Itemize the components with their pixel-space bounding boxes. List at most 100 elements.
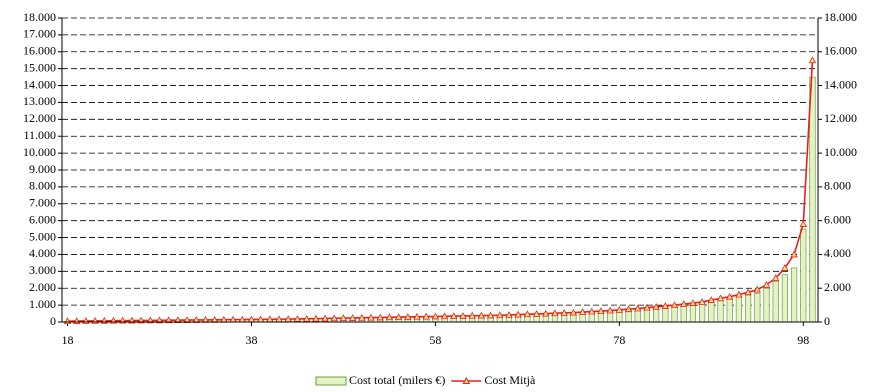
bar [772, 281, 779, 323]
bar [717, 299, 724, 323]
bar [689, 303, 697, 323]
marker [321, 314, 329, 322]
y2-tick-label: 10.000 [824, 145, 857, 159]
y2-tick-label: 18.000 [824, 10, 857, 24]
marker [330, 314, 338, 322]
marker [726, 292, 734, 300]
y2-tick-label: 14.000 [824, 77, 857, 91]
marker [753, 285, 761, 293]
x-tick-label: 78 [613, 333, 625, 347]
marker [606, 306, 614, 314]
marker [624, 305, 633, 313]
marker [183, 316, 191, 323]
y2-tick-label: 12.000 [824, 111, 857, 125]
marker [808, 56, 817, 64]
x-tick-label: 98 [797, 333, 809, 347]
y2-tick-label: 6.000 [824, 212, 851, 226]
marker [376, 313, 384, 321]
marker [716, 294, 725, 302]
y2-tick-label: 2.000 [824, 280, 851, 294]
marker [155, 316, 164, 324]
marker [339, 314, 348, 322]
y-tick-label: 9.000 [29, 162, 56, 176]
y-tick-label: 3.000 [29, 263, 56, 277]
marker [588, 307, 596, 315]
y-tick-label: 12.000 [23, 111, 56, 125]
y-tick-label: 15.000 [23, 60, 56, 74]
marker [634, 304, 642, 312]
marker [477, 311, 486, 319]
marker [422, 312, 430, 320]
y-tick-label: 0 [50, 314, 56, 328]
marker [578, 308, 587, 315]
marker [367, 313, 375, 321]
y-tick-label: 18.000 [23, 10, 56, 24]
marker [569, 308, 578, 316]
marker [597, 307, 605, 314]
marker [293, 315, 302, 322]
marker [772, 274, 780, 281]
y2-tick-label: 0 [824, 314, 830, 328]
marker [302, 314, 311, 322]
y-tick-label: 5.000 [29, 229, 56, 243]
legend-label: Cost Mitjà [484, 373, 536, 387]
marker [523, 310, 532, 318]
marker [394, 313, 403, 321]
marker [799, 220, 807, 227]
bar [800, 228, 807, 323]
y-tick-label: 10.000 [23, 145, 56, 159]
marker [551, 309, 559, 317]
x-tick-label: 18 [62, 333, 74, 347]
marker [505, 311, 513, 318]
marker [496, 311, 504, 319]
marker [358, 313, 366, 321]
y-tick-label: 7.000 [29, 196, 56, 210]
marker [542, 309, 550, 317]
marker [762, 281, 771, 288]
bar [744, 294, 752, 323]
x-tick-label: 38 [245, 333, 257, 347]
marker [689, 299, 697, 306]
y-tick-label: 4.000 [29, 246, 56, 260]
y-tick-label: 8.000 [29, 179, 56, 193]
legend-label: Cost total (milers €) [349, 373, 445, 387]
marker [661, 302, 670, 309]
y-tick-label: 17.000 [23, 27, 56, 41]
marker [707, 296, 715, 303]
marker [744, 288, 752, 296]
marker [698, 298, 706, 305]
marker [385, 313, 394, 321]
bar [763, 287, 770, 323]
marker [431, 312, 440, 320]
marker [450, 312, 458, 319]
marker [165, 316, 173, 324]
bar [781, 274, 788, 323]
bar [754, 292, 761, 323]
marker [468, 311, 476, 319]
bar [790, 267, 798, 323]
y2-tick-label: 8.000 [824, 179, 851, 193]
x-tick-label: 58 [429, 333, 441, 347]
marker [312, 314, 320, 322]
bar [699, 301, 706, 323]
marker [790, 250, 798, 258]
y-tick-label: 14.000 [23, 77, 56, 91]
marker [652, 302, 660, 310]
bar [726, 298, 733, 323]
marker [404, 313, 412, 320]
y-tick-label: 2.000 [29, 280, 56, 294]
marker [560, 309, 568, 316]
marker [459, 312, 467, 319]
marker [486, 311, 495, 319]
bar [708, 300, 715, 323]
bar [735, 296, 743, 323]
marker [532, 310, 541, 317]
y2-tick-label: 4.000 [824, 246, 851, 260]
marker [615, 306, 624, 313]
legend-marker [462, 376, 471, 384]
marker [514, 310, 522, 318]
bar [680, 304, 687, 323]
y-tick-label: 1.000 [29, 297, 56, 311]
y-tick-label: 16.000 [23, 44, 56, 58]
